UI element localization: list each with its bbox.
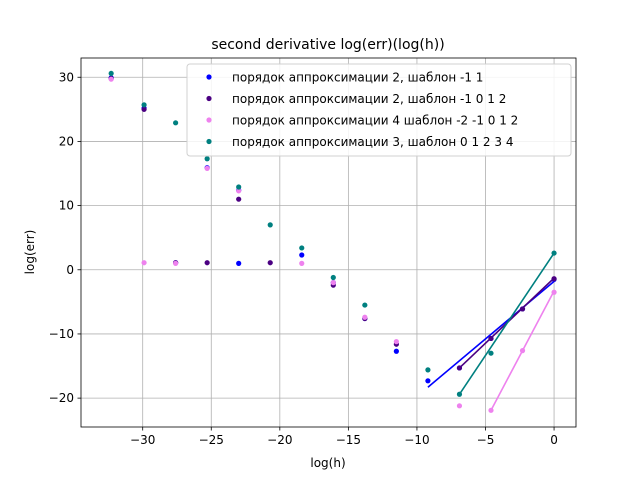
legend-label-series-3: порядок аппроксимации 4 шаблон -2 -1 0 1… <box>232 114 518 128</box>
point-series-3 <box>551 289 557 295</box>
x-tick-label: 0 <box>550 433 558 447</box>
point-series-2 <box>141 106 147 112</box>
point-series-2 <box>551 276 557 282</box>
point-series-2 <box>488 335 494 342</box>
point-series-4 <box>173 120 179 126</box>
legend-label-series-1: порядок аппроксимации 2, шаблон -1 1 <box>232 71 483 85</box>
point-series-3 <box>456 403 463 409</box>
point-series-4 <box>456 391 463 397</box>
point-series-1 <box>393 348 399 354</box>
fit-lines <box>427 252 555 411</box>
x-tick-label: −5 <box>477 433 495 447</box>
point-series-4 <box>236 184 242 190</box>
point-series-2 <box>236 196 242 202</box>
legend-marker-series-2 <box>206 95 212 102</box>
fit-line-series-4 <box>458 252 555 395</box>
point-series-3 <box>362 314 368 320</box>
point-series-3 <box>299 260 305 266</box>
x-tick-label: −25 <box>199 433 224 447</box>
point-series-4 <box>267 222 273 228</box>
point-series-2 <box>519 306 526 312</box>
point-series-3 <box>108 76 114 82</box>
y-tick-label: −10 <box>49 327 74 341</box>
x-tick-label: −30 <box>130 433 155 447</box>
point-series-3 <box>519 348 526 354</box>
point-series-4 <box>108 70 114 77</box>
legend-box <box>186 63 572 157</box>
point-series-3 <box>393 339 399 345</box>
point-series-4 <box>488 350 494 356</box>
legend-label-series-4: порядок аппроксимации 3, шаблон 0 1 2 3 … <box>232 135 513 149</box>
point-series-4 <box>362 302 368 308</box>
point-series-4 <box>141 102 147 108</box>
x-tick-label: −10 <box>404 433 429 447</box>
point-series-3 <box>173 260 179 266</box>
axis-ticks: −30 −25 −20 −15 −10 −5 0 −20 −10 0 10 20 30 <box>49 70 558 447</box>
point-series-3 <box>141 260 147 266</box>
point-series-4 <box>299 245 305 251</box>
x-tick-label: −15 <box>336 433 361 447</box>
x-tick-label: −20 <box>267 433 292 447</box>
point-series-1 <box>236 260 242 266</box>
y-tick-label: 0 <box>66 263 74 277</box>
legend-marker-series-3 <box>206 117 212 123</box>
legend-marker-series-4 <box>206 138 212 145</box>
y-tick-label: −20 <box>49 391 74 405</box>
point-series-4 <box>425 367 431 373</box>
point-series-3 <box>330 280 336 286</box>
point-series-3 <box>488 407 494 413</box>
point-series-1 <box>299 252 305 258</box>
point-series-4 <box>551 250 557 256</box>
legend: порядок аппроксимации 2, шаблон -1 1 поря… <box>186 63 572 157</box>
point-series-4 <box>330 274 336 281</box>
point-series-3 <box>236 188 242 194</box>
data-points <box>108 70 557 413</box>
y-tick-label: 20 <box>59 134 74 148</box>
plot-frame <box>80 57 577 428</box>
y-tick-label: 10 <box>59 199 74 213</box>
y-axis-label: log(err) <box>23 230 37 275</box>
x-axis-label: log(h) <box>310 456 345 470</box>
point-series-2 <box>204 260 210 266</box>
point-series-2 <box>456 365 463 371</box>
point-series-2 <box>267 260 273 266</box>
point-series-1 <box>425 378 431 384</box>
legend-label-series-2: порядок аппроксимации 2, шаблон -1 0 1 2 <box>232 92 506 106</box>
legend-marker-series-1 <box>206 74 212 80</box>
point-series-3 <box>204 165 210 171</box>
y-tick-label: 30 <box>59 70 74 84</box>
chart-title: second derivative log(err)(log(h)) <box>211 37 444 53</box>
point-series-4 <box>204 156 210 162</box>
